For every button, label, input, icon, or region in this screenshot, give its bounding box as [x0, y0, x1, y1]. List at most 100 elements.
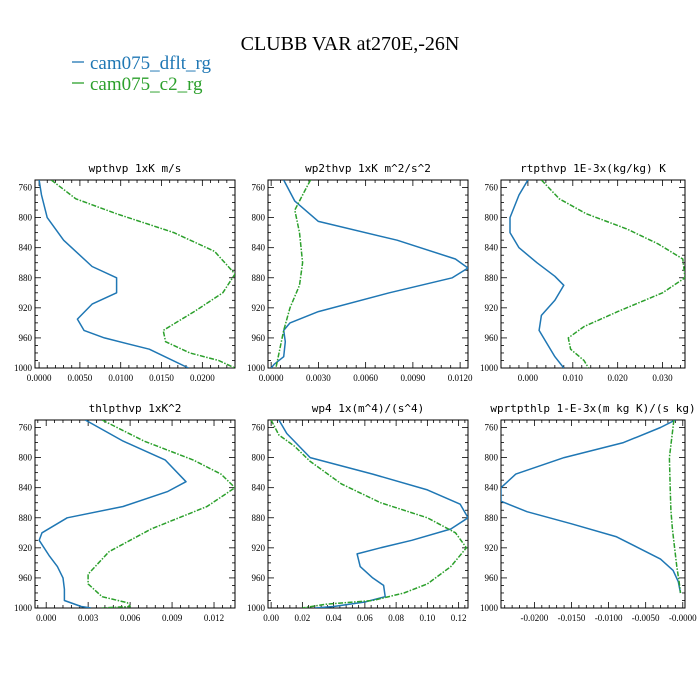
x-tick-label: 0.000	[36, 613, 57, 623]
y-tick-label: 840	[485, 243, 499, 253]
x-tick-label: 0.0120	[448, 373, 473, 383]
x-tick-label: 0.0060	[353, 373, 378, 383]
y-tick-label: 880	[19, 273, 33, 283]
y-tick-label: 760	[252, 423, 266, 433]
x-tick-label: 0.012	[204, 613, 224, 623]
x-tick-label: 0.10	[420, 613, 436, 623]
x-tick-label: 0.000	[518, 373, 539, 383]
series-line-c2	[668, 420, 682, 594]
y-tick-label: 960	[19, 333, 33, 343]
y-tick-label: 800	[19, 453, 33, 463]
x-tick-label: 0.04	[326, 613, 342, 623]
x-tick-label: 0.06	[357, 613, 373, 623]
y-tick-label: 1000	[247, 363, 266, 373]
x-tick-label: 0.12	[451, 613, 467, 623]
series-line-dflt	[38, 420, 187, 608]
x-tick-label: -0.0100	[595, 613, 623, 623]
x-tick-label: 0.0000	[27, 373, 52, 383]
y-tick-label: 960	[252, 573, 266, 583]
y-tick-label: 800	[252, 453, 266, 463]
y-tick-label: 760	[485, 423, 499, 433]
y-tick-label: 960	[485, 573, 499, 583]
y-tick-label: 1000	[480, 603, 499, 613]
series-line-dflt	[38, 180, 189, 368]
y-tick-label: 920	[485, 543, 499, 553]
plot-frame	[267, 419, 469, 609]
panel-1: wpthvp 1xK m/s76080084088092096010000.00…	[14, 162, 236, 383]
x-tick-label: -0.0000	[669, 613, 697, 623]
panels: wpthvp 1xK m/s76080084088092096010000.00…	[14, 162, 697, 623]
y-tick-label: 1000	[480, 363, 499, 373]
y-tick-label: 960	[485, 333, 499, 343]
panel-6: wprtpthlp 1-E-3x(m kg K)/(s kg) 760 800 840…	[480, 402, 697, 623]
panel-title: wp2thvp 1xK m^2/s^2	[305, 162, 431, 175]
y-tick-label: 880	[19, 513, 33, 523]
y-tick-label: 760	[19, 183, 33, 193]
panel-title: thlpthvp 1xK^2	[89, 402, 182, 415]
y-tick-label: 760	[19, 423, 33, 433]
x-tick-label: -0.0150	[558, 613, 586, 623]
x-tick-label: 0.009	[162, 613, 183, 623]
y-tick-label: 920	[252, 543, 266, 553]
panel-title: rtpthvp 1E-3x(kg/kg) K	[520, 162, 666, 175]
panel-title: wprtpthlp 1-E-3x(m kg K)/(s kg)	[490, 402, 695, 415]
series-line-c2	[270, 420, 468, 608]
series-line-dflt	[509, 180, 565, 368]
y-tick-label: 1000	[14, 363, 33, 373]
panel-title: wpthvp 1xK m/s	[89, 162, 182, 175]
y-tick-label: 800	[485, 213, 499, 223]
panel-2: wp2thvp 1xK m^2/s^2 760 800 840 880 920 960 100…	[247, 162, 473, 383]
y-tick-label: 1000	[14, 603, 33, 613]
x-tick-label: 0.0100	[108, 373, 133, 383]
y-tick-label: 840	[252, 483, 266, 493]
y-tick-label: 800	[19, 213, 33, 223]
x-tick-label: 0.0090	[401, 373, 426, 383]
x-tick-label: 0.00	[263, 613, 279, 623]
y-tick-label: 920	[252, 303, 266, 313]
x-tick-label: 0.02	[295, 613, 311, 623]
panel-5: wp4 1x(m^4)/(s^4)76080084088092096010000…	[247, 402, 469, 623]
x-tick-label: 0.003	[78, 613, 99, 623]
y-tick-label: 880	[252, 273, 266, 283]
legend: cam075_dflt_rg cam075_c2_rg	[72, 53, 212, 95]
y-tick-label: 960	[252, 333, 266, 343]
series-line-c2	[50, 180, 235, 368]
y-tick-label: 1000	[247, 603, 266, 613]
series-line-c2	[540, 180, 685, 368]
x-tick-label: 0.0050	[68, 373, 93, 383]
x-tick-label: 0.0000	[259, 373, 284, 383]
x-tick-label: 0.08	[388, 613, 404, 623]
y-tick-label: 840	[252, 243, 266, 253]
y-tick-label: 760	[485, 183, 499, 193]
y-tick-label: 880	[485, 273, 499, 283]
y-tick-label: 920	[19, 543, 33, 553]
legend-label-c2: cam075_c2_rg	[90, 74, 203, 95]
panel-3: rtpthvp 1E-3x(kg/kg) K 760 800 840 880 920 960…	[480, 162, 686, 383]
y-tick-label: 960	[19, 573, 33, 583]
plot-frame	[500, 419, 686, 609]
series-line-dflt	[270, 180, 468, 368]
y-tick-label: 800	[252, 213, 266, 223]
x-tick-label: -0.0050	[632, 613, 660, 623]
x-tick-label: 0.030	[652, 373, 673, 383]
y-tick-label: 800	[485, 453, 499, 463]
legend-label-dflt: cam075_dflt_rg	[90, 53, 212, 74]
x-tick-label: 0.006	[120, 613, 141, 623]
y-tick-label: 880	[252, 513, 266, 523]
series-line-dflt	[278, 420, 468, 608]
y-tick-label: 840	[19, 243, 33, 253]
x-tick-label: 0.010	[563, 373, 584, 383]
x-tick-label: 0.0150	[149, 373, 174, 383]
y-tick-label: 760	[252, 183, 266, 193]
y-tick-label: 920	[19, 303, 33, 313]
plot-frame	[500, 179, 686, 369]
series-line-dflt	[501, 420, 682, 594]
figure-title: CLUBB VAR at270E,-26N	[241, 33, 460, 55]
series-line-c2	[87, 420, 235, 608]
x-tick-label: 0.020	[608, 373, 629, 383]
x-tick-label: 0.0030	[306, 373, 331, 383]
y-tick-label: 880	[485, 513, 499, 523]
y-tick-label: 840	[19, 483, 33, 493]
panel-title: wp4 1x(m^4)/(s^4)	[312, 402, 425, 415]
y-tick-label: 840	[485, 483, 499, 493]
